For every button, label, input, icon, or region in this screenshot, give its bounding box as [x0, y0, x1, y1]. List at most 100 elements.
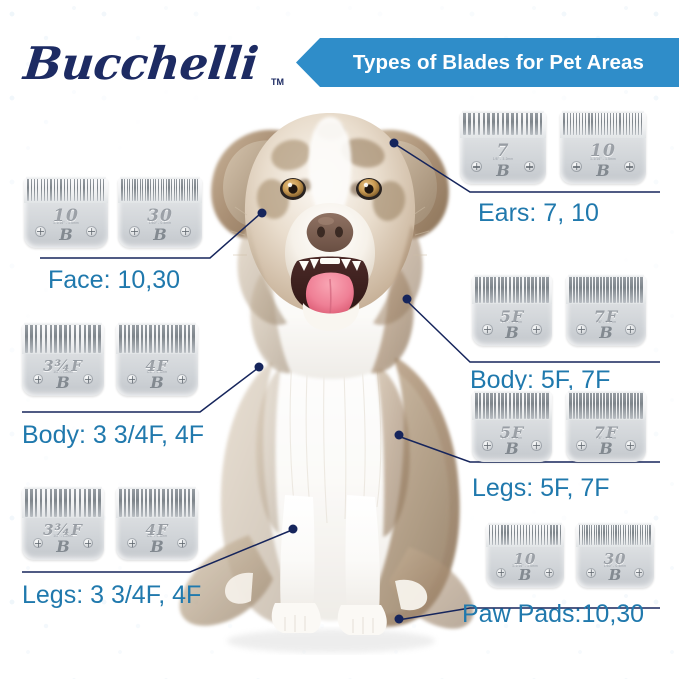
blade-screw-left	[571, 161, 583, 173]
blade-size-text: 1/8" - 3.2mm	[595, 436, 617, 441]
blade-screw-right	[86, 225, 98, 237]
blade-size-text: 1/50" - 0.5mm	[148, 221, 172, 226]
blade-group-legs-left: 3¾F 1/2" - 13mm B 4F 3/8" - 9.5mm B	[22, 486, 198, 560]
blade-size-text: 1/8" - 3.2mm	[595, 320, 617, 325]
blade-size-text: 1/2" - 13mm	[53, 534, 73, 539]
blade-plate	[566, 276, 646, 304]
blade-brand-mark: B	[599, 438, 613, 458]
blade-plate	[472, 276, 552, 304]
brand-name: Bucchelli	[21, 37, 261, 90]
blade-number: 3¾F	[43, 521, 83, 540]
blade-tip-bar	[117, 486, 197, 489]
blade-tip-bar	[567, 274, 645, 277]
blade-screw-left	[576, 324, 587, 335]
blade-teeth	[25, 323, 101, 354]
blade-paw-10: 10 1-1/16" - 1.5mm B	[486, 522, 564, 588]
blade-size-text: 1/4" - 6.3mm	[501, 320, 523, 325]
blade-ears-7: 7 1/8" - 3.2mm B	[460, 110, 546, 184]
blade-screw-left	[128, 225, 140, 237]
blade-tip-bar	[473, 274, 551, 277]
blade-teeth	[121, 177, 199, 201]
blade-screw-right	[623, 161, 635, 173]
blade-screw-left	[126, 373, 138, 385]
blade-legs-left-4f: 4F 3/8" - 9.5mm B	[116, 486, 198, 560]
blade-brand-mark: B	[496, 160, 510, 180]
brand-logo: Bucchelli TM	[21, 33, 286, 95]
blade-number: 30	[603, 549, 627, 568]
blade-size-text: 1-1/16" - 1.5mm	[590, 156, 616, 161]
blade-legs-right-5f: 5F 1/4" - 6.3mm B	[472, 390, 552, 462]
blade-teeth	[27, 177, 105, 201]
blade-screw-left	[32, 537, 44, 549]
blade-size-text: 3/8" - 9.5mm	[146, 534, 168, 539]
blade-tip-bar	[25, 176, 107, 179]
blade-group-body-right: 5F 1/4" - 6.3mm B 7F 1/8" - 3.2mm B	[472, 274, 646, 346]
blade-face-30: 30 1/50" - 0.5mm B	[118, 176, 202, 248]
blade-plate	[566, 392, 646, 420]
blade-brand-mark: B	[150, 372, 164, 392]
blade-brand-mark: B	[153, 224, 167, 244]
callout-label-body-left: Body: 3 3/4F, 4F	[22, 421, 205, 449]
blade-screw-left	[576, 440, 587, 451]
blade-teeth	[25, 487, 101, 518]
blade-number: 10	[53, 206, 79, 226]
blade-screw-right	[543, 567, 554, 578]
blade-face-10: 10 1-1/16" - 1.5mm B	[24, 176, 108, 248]
blade-tip-bar	[461, 110, 545, 113]
blade-brand-mark: B	[56, 372, 70, 392]
blade-plate	[472, 392, 552, 420]
callout-label-body-right: Body: 5F, 7F	[470, 366, 611, 394]
blade-number: 7F	[593, 422, 619, 442]
blade-tip-bar	[23, 322, 103, 325]
blade-screw-right	[180, 225, 192, 237]
blade-screw-right	[531, 440, 542, 451]
blade-group-ears: 7 1/8" - 3.2mm B 10 1-1/16" - 1.5mm B	[460, 110, 646, 184]
title-banner: Types of Blades for Pet Areas	[296, 38, 679, 87]
blade-size-text: 1/8" - 3.2mm	[492, 156, 514, 161]
blade-number: 30	[147, 206, 173, 226]
dog-photo	[179, 113, 474, 653]
blade-screw-right	[523, 161, 535, 173]
blade-teeth	[463, 111, 543, 136]
blade-number: 3¾F	[43, 357, 83, 376]
blade-tip-bar	[561, 110, 645, 113]
blade-paw-30: 30 1/50" - 0.5mm B	[576, 522, 654, 588]
banner-title: Types of Blades for Pet Areas	[352, 50, 645, 74]
blade-number: 5F	[499, 422, 525, 442]
blade-screw-right	[531, 324, 542, 335]
blade-brand-mark: B	[56, 536, 70, 556]
blade-screw-right	[176, 537, 188, 549]
blade-brand-mark: B	[59, 224, 73, 244]
blade-tip-bar	[487, 522, 563, 525]
blade-group-paw-pads: 10 1-1/16" - 1.5mm B 30 1/50" - 0.5mm B	[486, 522, 654, 588]
blade-size-text: 1/50" - 0.5mm	[603, 563, 627, 568]
blade-tip-bar	[119, 176, 201, 179]
blade-tip-bar	[473, 390, 551, 393]
blade-screw-left	[32, 373, 44, 385]
blade-screw-right	[82, 373, 94, 385]
blade-number: 7F	[593, 306, 619, 326]
blade-teeth	[119, 323, 195, 354]
blade-body-right-7f: 7F 1/8" - 3.2mm B	[566, 274, 646, 346]
blade-size-text: 1/4" - 6.3mm	[501, 436, 523, 441]
blade-screw-right	[176, 373, 188, 385]
blade-body-left-4f: 4F 3/8" - 9.5mm B	[116, 322, 198, 396]
blade-screw-right	[625, 324, 636, 335]
blade-number: 4F	[145, 357, 169, 376]
blade-plate	[560, 112, 646, 138]
blade-number: 4F	[145, 521, 169, 540]
callout-label-ears: Ears: 7, 10	[478, 199, 599, 227]
blade-size-text: 1-1/16" - 1.5mm	[53, 221, 79, 226]
blade-screw-left	[586, 567, 597, 578]
blade-number: 10	[513, 549, 537, 568]
blade-teeth	[579, 523, 651, 545]
blade-teeth	[475, 391, 549, 419]
blade-teeth	[475, 275, 549, 303]
blade-screw-left	[482, 440, 493, 451]
blade-teeth	[489, 523, 561, 545]
callout-label-paw-pads: Paw Pads:10,30	[462, 600, 645, 628]
callout-label-legs-right: Legs: 5F, 7F	[472, 474, 610, 502]
blade-screw-right	[625, 440, 636, 451]
blade-tip-bar	[567, 390, 645, 393]
